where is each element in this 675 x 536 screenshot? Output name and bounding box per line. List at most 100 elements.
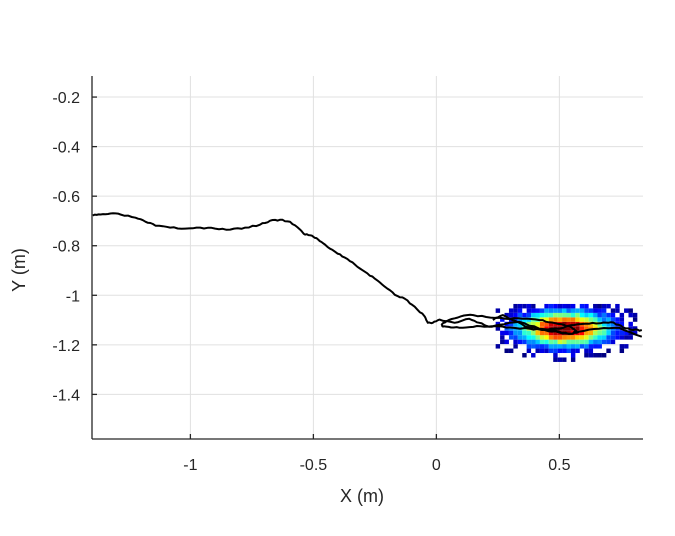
heatmap-cell (504, 330, 509, 336)
heatmap-cell (557, 312, 563, 318)
x-tick-label: 0.5 (548, 457, 570, 474)
heatmap-cell (531, 308, 536, 313)
heatmap-cell (508, 308, 514, 313)
y-tick-label: -1.2 (52, 338, 80, 355)
heatmap-cell (570, 348, 576, 354)
heatmap-cell (539, 308, 545, 313)
heatmap-cell (601, 312, 607, 318)
heatmap-cell (575, 312, 580, 318)
heatmap-cell (544, 308, 549, 313)
heatmap-cell (526, 312, 532, 318)
heatmap-cell (575, 308, 580, 313)
heatmap-cell (553, 330, 558, 336)
heatmap-cell (606, 321, 611, 327)
heatmap-cell (544, 339, 549, 345)
heatmap-cell (544, 330, 549, 336)
heatmap-cell (566, 326, 571, 331)
heatmap-cell (539, 330, 545, 336)
heatmap-cell (610, 339, 616, 345)
heatmap-cell (522, 312, 527, 318)
y-axis-label: Y (m) (9, 248, 29, 292)
heatmap-cell (601, 353, 607, 358)
heatmap-cell (553, 348, 558, 354)
heatmap-cell (517, 335, 523, 340)
heatmap-cell (570, 317, 576, 322)
heatmap-cell (615, 317, 620, 322)
heatmap-cell (588, 335, 594, 340)
heatmap-cell (619, 312, 625, 318)
heatmap-cell (517, 317, 523, 322)
heatmap-cell (539, 344, 545, 349)
y-tick-label: -0.6 (52, 189, 80, 206)
heatmap-cell (508, 312, 514, 318)
heatmap-cell (615, 330, 620, 336)
heatmap-cell (535, 335, 540, 340)
heatmap-cell (544, 321, 549, 327)
heatmap-cell (606, 335, 611, 340)
heatmap-cell (522, 353, 527, 358)
heatmap-cell (504, 348, 509, 354)
heatmap-cell (557, 308, 563, 313)
heatmap-cell (619, 330, 625, 336)
heatmap-cell (579, 308, 585, 313)
heatmap-cell (517, 339, 523, 345)
heatmap-cell (544, 348, 549, 354)
heatmap-cell (566, 303, 571, 309)
heatmap-cell (500, 339, 505, 345)
heatmap-cell (624, 344, 629, 349)
trajectory-line (492, 314, 643, 332)
heatmap-cell (597, 339, 602, 345)
heatmap-cell (601, 308, 607, 313)
heatmap-cell (526, 321, 532, 327)
heatmap-cell (553, 312, 558, 318)
heatmap-cell (632, 326, 638, 331)
heatmap-cell (495, 326, 501, 331)
heatmap-cell (566, 348, 571, 354)
heatmap-cell (513, 308, 518, 313)
heatmap-cell (539, 339, 545, 345)
heatmap-cell (601, 330, 607, 336)
heatmap-cell (601, 321, 607, 327)
heatmap-cell (570, 335, 576, 340)
heatmap-cell (593, 303, 598, 309)
heatmap-cell (526, 339, 532, 345)
trajectory-line (92, 212, 643, 338)
heatmap-cell (548, 303, 554, 309)
heatmap-cell (504, 339, 509, 345)
x-axis: -1 -0.5 0 0.5 (92, 434, 643, 474)
heatmap-cell (593, 353, 598, 358)
heatmap-cell (601, 317, 607, 322)
heatmap-cell (588, 317, 594, 322)
heatmap-cell (531, 330, 536, 336)
heatmap-cell (584, 303, 589, 309)
heatmap-cell (601, 303, 607, 309)
heatmap-cell (566, 312, 571, 318)
heatmap-cell (553, 344, 558, 349)
heatmap-cell (597, 335, 602, 340)
heatmap-cell (575, 326, 580, 331)
heatmap-cell (553, 339, 558, 345)
heatmap-cell (500, 330, 505, 336)
heatmap-cell (628, 308, 633, 313)
heatmap-cell (584, 308, 589, 313)
heatmap-cell (553, 303, 558, 309)
heatmap-cell (597, 330, 602, 336)
heatmap-cell (557, 335, 563, 340)
heatmap-cell (544, 335, 549, 340)
heatmap-cell (606, 312, 611, 318)
heatmap-cell (531, 303, 536, 309)
heatmap-cell (588, 330, 594, 336)
heatmap-cell (632, 317, 638, 322)
heatmap-cell (553, 335, 558, 340)
heatmap-cell (584, 339, 589, 345)
heatmap-cell (557, 303, 563, 309)
heatmap-cell (615, 308, 620, 313)
heatmap-cell (548, 335, 554, 340)
heatmap-cell (624, 335, 629, 340)
heatmap-cell (513, 339, 518, 345)
heatmap-cell (535, 348, 540, 354)
heatmap-cell (570, 312, 576, 318)
heatmap-cell (624, 330, 629, 336)
heatmap-cell (619, 317, 625, 322)
heatmap-cell (593, 330, 598, 336)
